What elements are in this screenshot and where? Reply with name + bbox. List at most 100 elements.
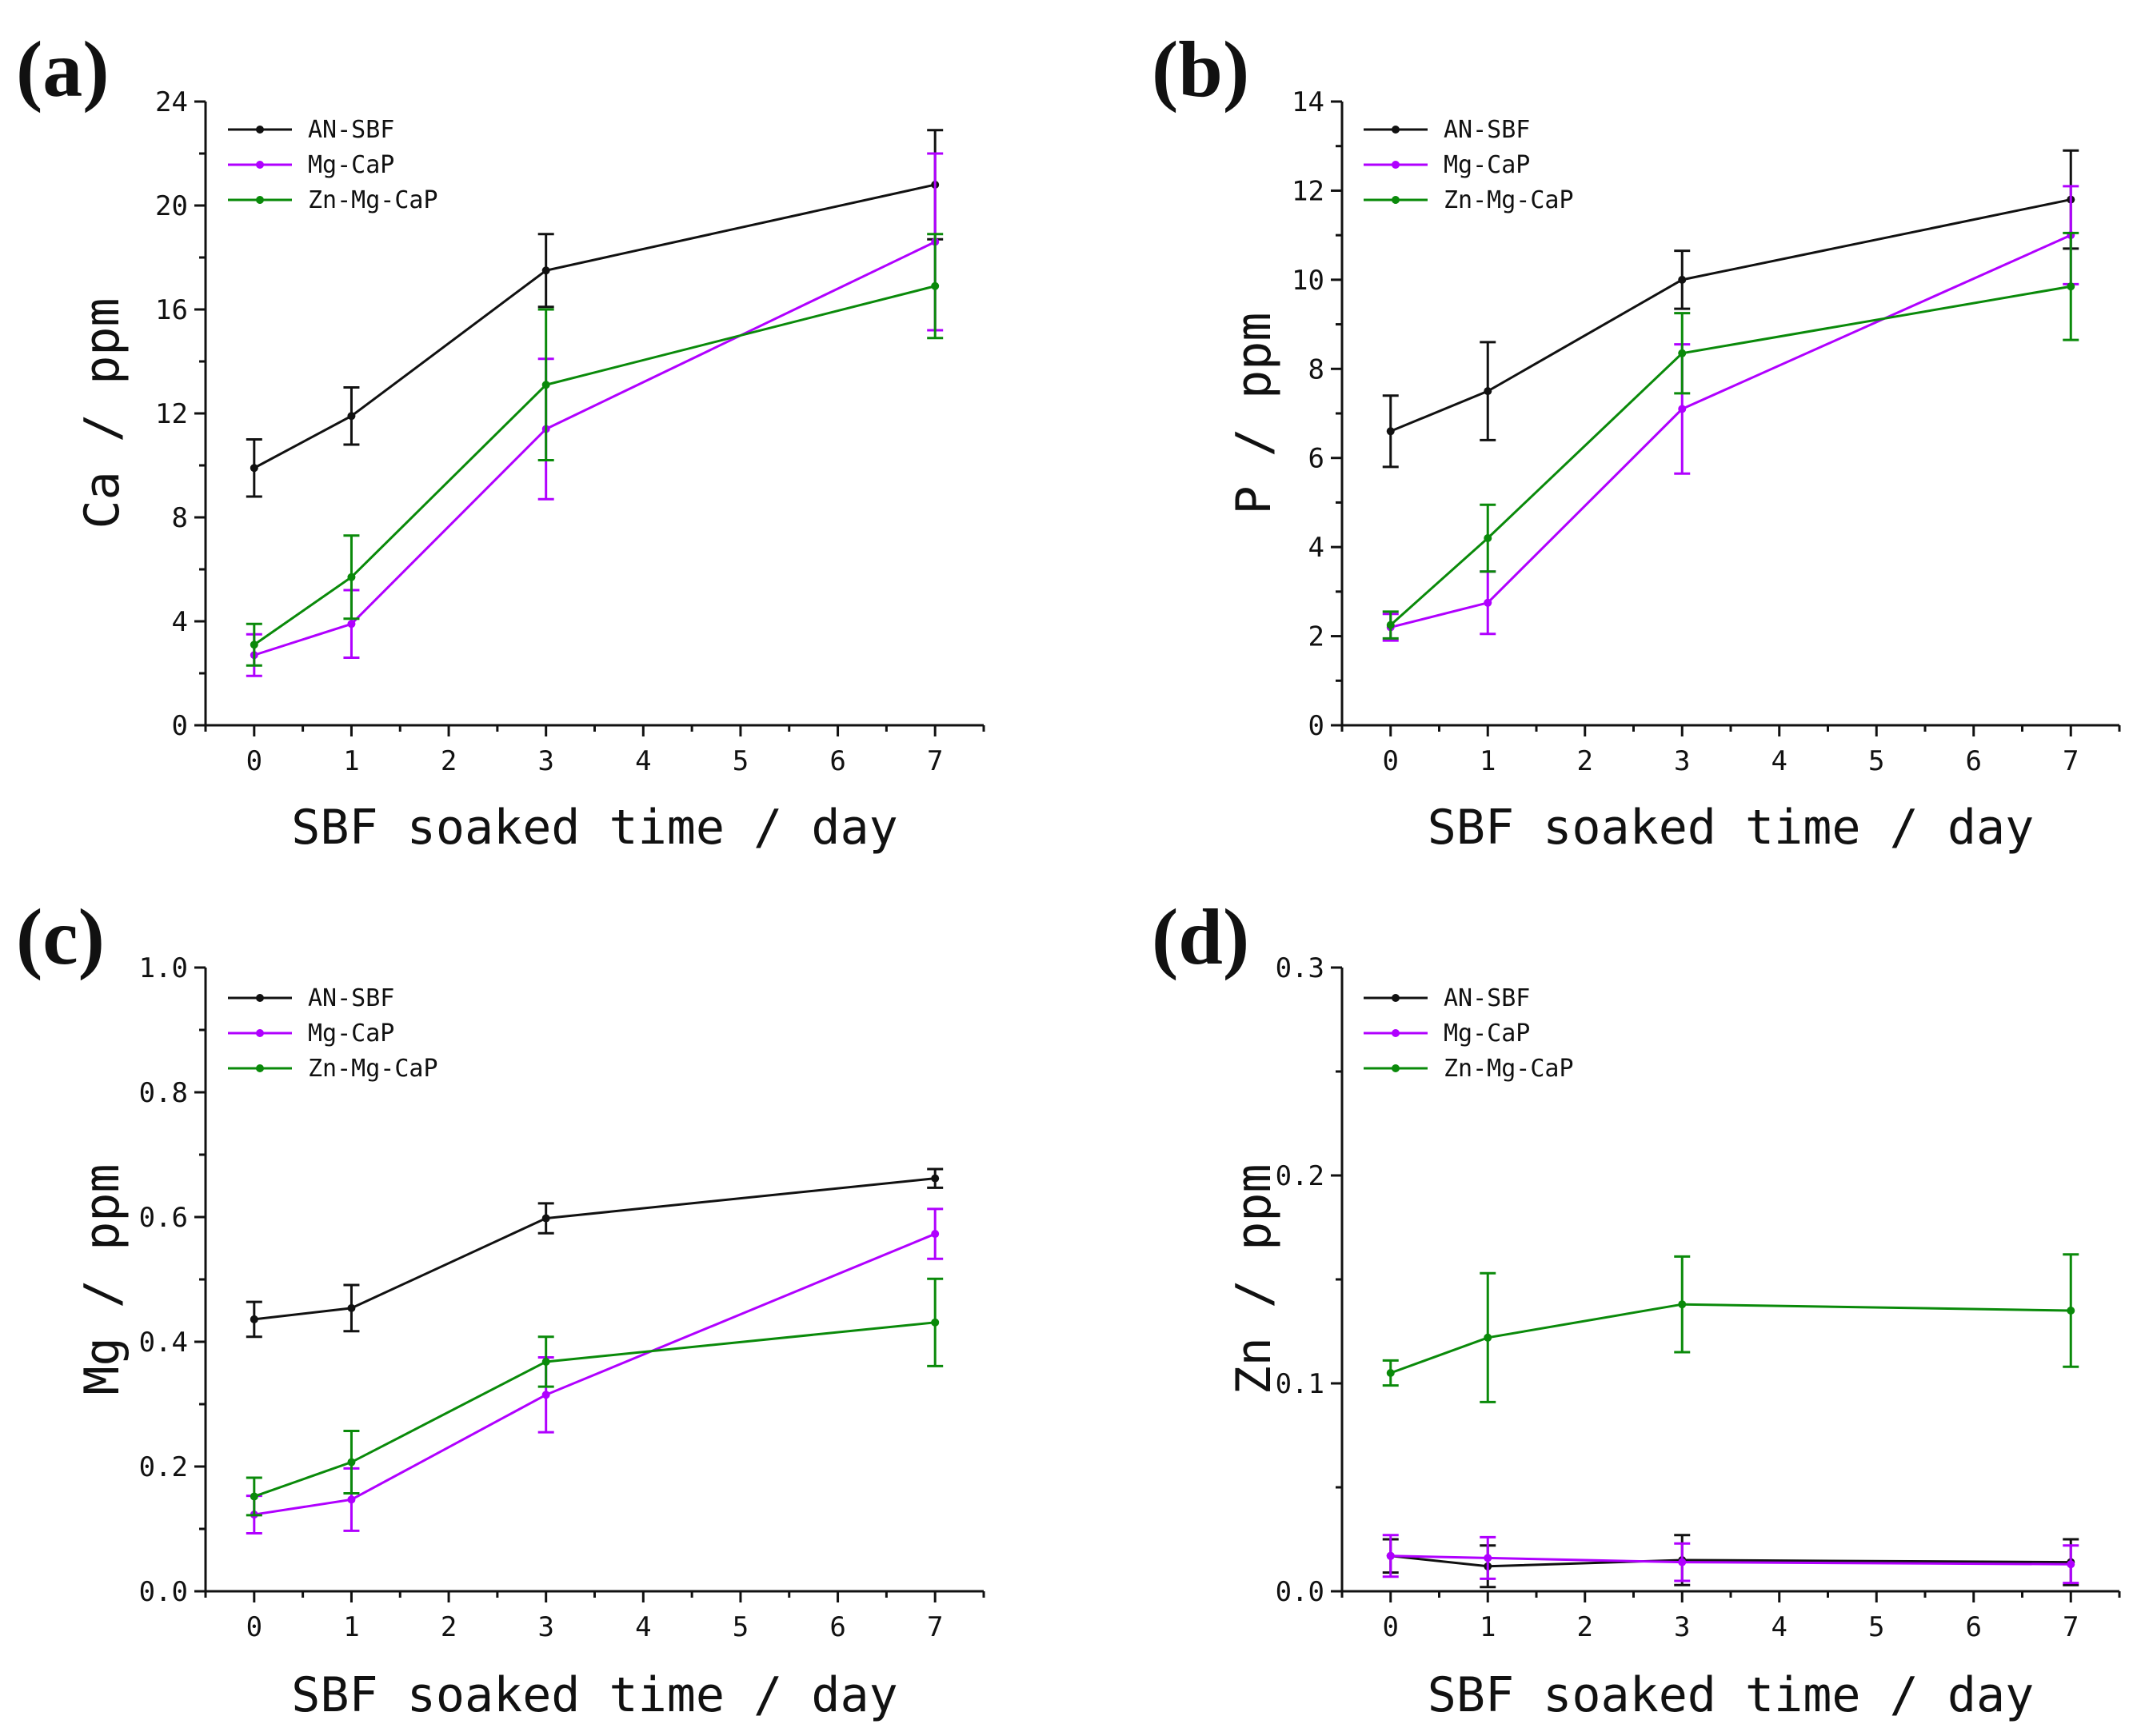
y-axis-title: P / ppm <box>1226 313 1282 515</box>
data-point <box>541 1214 550 1223</box>
x-tick-label: 4 <box>1772 1611 1787 1643</box>
legend-marker <box>256 1029 264 1037</box>
x-tick-label: 1 <box>1480 1611 1496 1643</box>
data-point <box>347 573 356 581</box>
y-tick-label: 12 <box>1292 175 1324 207</box>
x-tick-label: 1 <box>343 745 359 777</box>
series-line <box>254 1321 936 1498</box>
x-tick-label: 5 <box>733 745 749 777</box>
legend: AN-SBF Mg-CaP Zn-Mg-CaP <box>228 116 438 214</box>
x-tick-label: 3 <box>537 1611 553 1643</box>
data-point <box>1678 1300 1687 1309</box>
series-zn-mg-cap <box>1382 231 2079 640</box>
legend-label: Zn-Mg-CaP <box>308 1055 438 1083</box>
data-point <box>1678 275 1687 284</box>
data-point <box>347 1495 356 1504</box>
data-point <box>347 412 356 421</box>
chart-panel-c: (c) 0.0 0.2 0.4 0.6 0.8 1.0 0 1 2 3 4 5 6 7 SBF soaked … <box>16 892 985 1723</box>
y-tick-label: 0.6 <box>139 1202 188 1234</box>
y-tick-label: 2 <box>1308 621 1324 653</box>
x-axis-title: SBF soaked time / day <box>291 800 898 856</box>
legend-marker <box>1392 161 1400 169</box>
y-tick-label: 24 <box>155 86 188 118</box>
data-point <box>1484 1554 1492 1562</box>
data-point <box>931 1230 940 1239</box>
y-tick-label: 0.2 <box>1276 1160 1324 1192</box>
x-tick-label: 2 <box>441 1611 457 1643</box>
legend-label: Zn-Mg-CaP <box>1444 186 1574 214</box>
legend-marker <box>1392 196 1400 204</box>
legend-marker <box>1392 1029 1400 1037</box>
series-an-sbf <box>1382 149 2079 469</box>
x-axis-title: SBF soaked time / day <box>1428 800 2035 856</box>
x-tick-label: 6 <box>829 745 845 777</box>
data-point <box>2067 1307 2075 1315</box>
data-point <box>931 281 940 290</box>
data-point <box>1484 387 1492 396</box>
y-tick-label: 0.3 <box>1276 952 1324 984</box>
y-tick-label: 0 <box>172 710 188 742</box>
x-tick-label: 6 <box>1966 1611 1982 1643</box>
legend-label: AN-SBF <box>1444 984 1530 1012</box>
y-axis-title: Mg / ppm <box>74 1164 130 1395</box>
series-line <box>1390 1554 2071 1566</box>
series-line <box>253 285 936 646</box>
series-line <box>1390 198 2071 433</box>
series-line <box>1390 1303 2071 1375</box>
data-point <box>2067 1560 2075 1569</box>
series-line <box>1389 285 2071 626</box>
x-tick-label: 4 <box>635 1611 651 1643</box>
series-an-sbf <box>246 129 944 498</box>
data-point <box>1678 405 1687 413</box>
data-point <box>347 1303 356 1312</box>
legend-label: Mg-CaP <box>308 1020 394 1048</box>
series-line <box>254 1232 936 1516</box>
legend-marker <box>1392 1064 1400 1072</box>
panel-label: (c) <box>16 892 105 981</box>
x-tick-label: 2 <box>1577 745 1593 777</box>
series-zn-mg-cap <box>246 233 944 667</box>
x-tick-label: 0 <box>246 745 262 777</box>
y-tick-label: 4 <box>172 606 188 638</box>
legend-marker <box>256 994 264 1002</box>
x-tick-label: 3 <box>1674 745 1690 777</box>
x-axis-title: SBF soaked time / day <box>1428 1667 2035 1723</box>
x-tick-label: 2 <box>441 745 457 777</box>
x-tick-label: 7 <box>2063 1611 2079 1643</box>
data-point <box>1484 598 1492 607</box>
y-tick-label: 14 <box>1292 86 1324 118</box>
x-tick-label: 0 <box>1383 745 1399 777</box>
legend: AN-SBF Mg-CaP Zn-Mg-CaP <box>228 984 438 1083</box>
series-line <box>254 183 936 469</box>
series-line <box>254 1177 936 1321</box>
data-point <box>1678 1558 1687 1566</box>
x-tick-label: 7 <box>927 1611 943 1643</box>
y-tick-label: 12 <box>155 398 188 430</box>
legend-marker <box>1392 126 1400 134</box>
legend-label: AN-SBF <box>1444 116 1530 144</box>
x-tick-label: 4 <box>635 745 651 777</box>
data-point <box>1386 621 1395 629</box>
data-point <box>250 641 258 649</box>
y-tick-label: 0.0 <box>139 1576 188 1608</box>
data-point <box>1484 1333 1492 1342</box>
legend-marker <box>1392 994 1400 1002</box>
data-point <box>541 381 550 389</box>
x-tick-label: 7 <box>2063 745 2079 777</box>
legend-label: AN-SBF <box>308 116 394 144</box>
data-point <box>1678 349 1687 357</box>
legend-label: AN-SBF <box>308 984 394 1012</box>
y-tick-label: 0.8 <box>139 1077 188 1109</box>
y-tick-label: 16 <box>155 294 188 326</box>
x-tick-label: 1 <box>1480 745 1496 777</box>
data-point <box>1386 427 1395 436</box>
legend: AN-SBF Mg-CaP Zn-Mg-CaP <box>1364 984 1574 1083</box>
data-point <box>541 1357 550 1366</box>
panel-label: (d) <box>1152 892 1249 981</box>
y-tick-label: 6 <box>1308 443 1324 475</box>
data-point <box>250 1315 258 1323</box>
series-zn-mg-cap <box>1382 1253 2079 1403</box>
data-point <box>931 1318 940 1327</box>
